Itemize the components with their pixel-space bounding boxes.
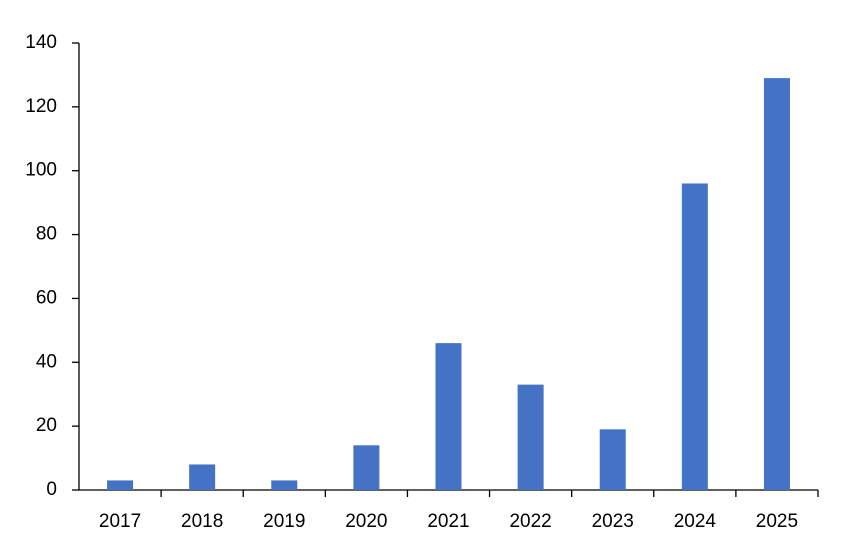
bar: [107, 480, 134, 490]
x-tick-label: 2020: [345, 511, 387, 532]
x-tick-label: 2025: [756, 511, 798, 532]
x-tick-label: 2021: [427, 511, 469, 532]
bar: [189, 464, 216, 490]
x-tick-label: 2024: [674, 511, 717, 532]
y-tick-label: 40: [36, 351, 57, 372]
bar: [681, 183, 708, 490]
y-tick-label: 80: [36, 224, 57, 245]
y-tick-label: 60: [36, 287, 57, 308]
bar: [599, 429, 626, 490]
x-tick-label: 2023: [592, 511, 634, 532]
bar: [517, 384, 544, 490]
bar: [271, 480, 298, 490]
y-tick-label: 20: [36, 415, 57, 436]
y-tick-label: 0: [46, 479, 57, 500]
bar: [435, 343, 462, 490]
y-tick-label: 100: [25, 160, 57, 181]
x-tick-label: 2018: [181, 511, 223, 532]
x-tick-label: 2017: [99, 511, 141, 532]
y-tick-label: 120: [25, 96, 57, 117]
bar: [353, 445, 380, 490]
bar: [763, 78, 790, 490]
x-tick-label: 2022: [509, 511, 551, 532]
x-tick-label: 2019: [263, 511, 305, 532]
y-tick-label: 140: [25, 32, 57, 53]
